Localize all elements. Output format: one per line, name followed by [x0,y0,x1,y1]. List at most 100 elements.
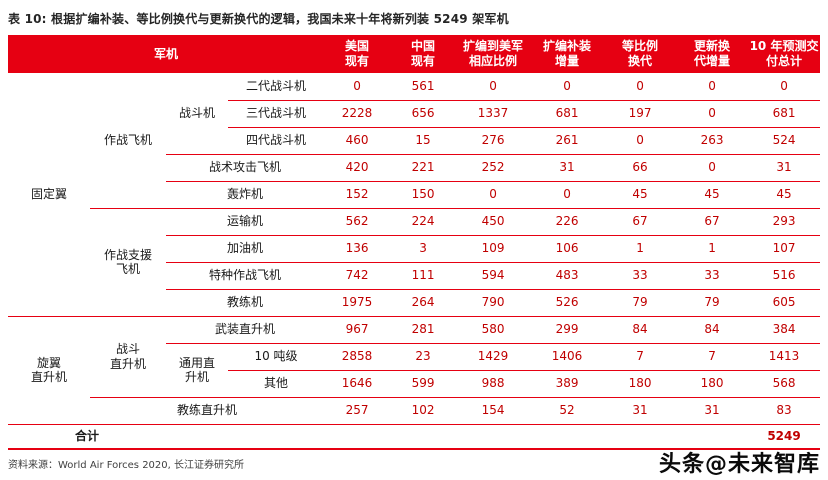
value-cell: 0 [676,73,749,101]
total-empty-cell [456,424,531,450]
row-label: 教练机 [166,289,325,317]
value-cell: 84 [604,316,677,344]
value-cell: 605 [748,289,821,317]
value-cell: 1429 [456,343,531,371]
value-cell: 180 [604,370,677,398]
row-label: 10 吨级 [228,343,325,371]
value-cell: 261 [530,127,605,155]
value-cell: 1337 [456,100,531,128]
value-cell: 252 [456,154,531,182]
table-row: 旋翼 直升机 战斗 直升机 武装直升机 967 281 580 299 84 8… [8,316,821,425]
value-cell: 580 [456,316,531,344]
value-cell: 681 [530,100,605,128]
table-title: 表 10: 根据扩编补装、等比例换代与更新换代的逻辑，我国未来十年将新列装 52… [8,12,509,26]
source-note: 资料来源：World Air Forces 2020, 长江证券研究所 [8,460,244,471]
value-cell: 79 [604,289,677,317]
value-cell: 0 [604,127,677,155]
row-label: 战术攻击飞机 [166,154,325,182]
value-cell: 106 [530,235,605,263]
group-rotary-wing: 旋翼 直升机 [8,316,90,425]
value-cell: 31 [676,397,749,425]
value-cell: 389 [530,370,605,398]
value-cell: 136 [324,235,391,263]
value-cell: 263 [676,127,749,155]
value-cell: 2858 [324,343,391,371]
value-cell: 52 [530,397,605,425]
value-cell: 0 [456,73,531,101]
value-cell: 1975 [324,289,391,317]
value-cell: 1406 [530,343,605,371]
value-cell: 221 [390,154,457,182]
total-empty-cell [604,424,677,450]
group-fighter: 战斗机 [166,73,228,155]
group-combat-support: 作战支援 飞机 [90,208,166,317]
row-label: 运输机 [166,208,325,236]
value-cell: 460 [324,127,391,155]
table-row: 通用直 升机 10 吨级 2858 23 1429 1406 7 7 1413 [8,343,821,398]
table-row: 教练直升机 257 102 154 52 31 31 83 [8,397,821,425]
total-empty-cell [530,424,605,450]
header-col-proportional-replacement: 等比例 换代 [604,35,677,73]
row-label: 加油机 [166,235,325,263]
value-cell: 562 [324,208,391,236]
table-row: 四代战斗机 460 15 276 261 0 263 524 [8,127,821,155]
value-cell: 3 [390,235,457,263]
value-cell: 23 [390,343,457,371]
header-col-ratio-expansion: 扩编到美军 相应比例 [456,35,531,73]
row-label: 三代战斗机 [228,100,325,128]
value-cell: 226 [530,208,605,236]
table-row: 作战支援 飞机 运输机 562 224 450 226 67 67 293 [8,208,821,317]
value-cell: 568 [748,370,821,398]
total-label: 合计 [8,424,166,450]
value-cell: 599 [390,370,457,398]
row-label: 特种作战飞机 [166,262,325,290]
total-empty-cell [676,424,749,450]
value-cell: 45 [604,181,677,209]
watermark-toutiao: 头条@未来智库 [658,452,820,477]
value-cell: 656 [390,100,457,128]
group-combat-aircraft: 作战飞机 [90,73,166,209]
value-cell: 152 [324,181,391,209]
value-cell: 742 [324,262,391,290]
header-col-expansion-increment: 扩编补装 增量 [530,35,605,73]
value-cell: 384 [748,316,821,344]
total-empty-cell [390,424,457,450]
value-cell: 180 [676,370,749,398]
value-cell: 224 [390,208,457,236]
value-cell: 84 [676,316,749,344]
header-col-us-existing: 美国 现有 [324,35,391,73]
value-cell: 102 [390,397,457,425]
value-cell: 1646 [324,370,391,398]
value-cell: 111 [390,262,457,290]
value-cell: 31 [530,154,605,182]
value-cell: 967 [324,316,391,344]
value-cell: 1 [676,235,749,263]
value-cell: 66 [604,154,677,182]
value-cell: 0 [530,73,605,101]
value-cell: 0 [456,181,531,209]
value-cell: 0 [530,181,605,209]
row-label: 教练直升机 [90,397,325,425]
value-cell: 276 [456,127,531,155]
table-row: 加油机 136 3 109 106 1 1 107 [8,235,821,263]
value-cell: 1 [604,235,677,263]
value-cell: 45 [748,181,821,209]
value-cell: 67 [604,208,677,236]
value-cell: 299 [530,316,605,344]
value-cell: 420 [324,154,391,182]
group-combat-helicopter: 战斗 直升机 [90,316,166,398]
value-cell: 197 [604,100,677,128]
table-row: 三代战斗机 2228 656 1337 681 197 0 681 [8,100,821,128]
value-cell: 524 [748,127,821,155]
table-row: 教练机 1975 264 790 526 79 79 605 [8,289,821,317]
value-cell: 0 [676,100,749,128]
value-cell: 293 [748,208,821,236]
value-cell: 257 [324,397,391,425]
row-label: 二代战斗机 [228,73,325,101]
header-col-replacement-increment: 更新换 代增量 [676,35,749,73]
value-cell: 7 [676,343,749,371]
value-cell: 281 [390,316,457,344]
value-cell: 150 [390,181,457,209]
row-label: 其他 [228,370,325,398]
value-cell: 33 [676,262,749,290]
